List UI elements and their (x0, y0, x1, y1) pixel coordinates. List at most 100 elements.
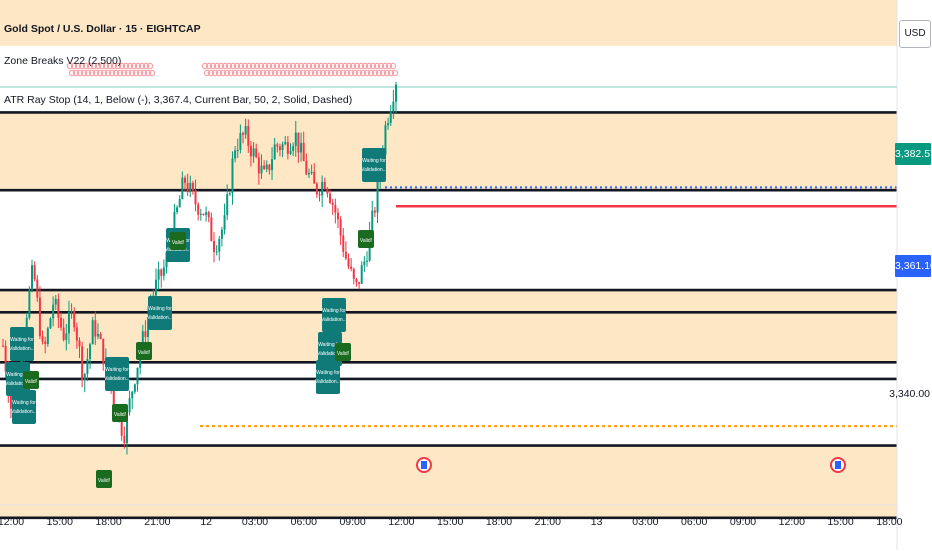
candle-body (73, 311, 76, 328)
candle-body (252, 148, 255, 157)
candle-body (310, 171, 313, 174)
waiting-validation-label: Waiting for Validation... (9, 327, 35, 361)
candle-body (307, 173, 310, 175)
candle-body (358, 281, 361, 284)
svg-text:Valid!: Valid! (114, 412, 126, 418)
candle-body (395, 84, 397, 102)
candle-body (239, 133, 242, 151)
candle-body (128, 398, 131, 413)
svg-text:Validation...: Validation... (317, 351, 343, 357)
svg-text:Waiting for: Waiting for (318, 342, 342, 348)
indicator-legend-zone-breaks[interactable]: Zone Breaks V22 (2,500) (4, 55, 122, 67)
candle-body (234, 150, 237, 159)
waiting-validation-label: Waiting for Validation... (147, 296, 173, 330)
zone-break-marker (327, 69, 335, 77)
candle-body (120, 415, 123, 436)
zone-break-marker (70, 62, 78, 70)
zone-break-marker (217, 62, 225, 70)
candle-body (2, 345, 4, 347)
zone-break-marker (207, 69, 215, 77)
zone-break-marker (80, 69, 88, 77)
zone-break-marker (289, 62, 297, 70)
zone-break-marker (347, 69, 355, 77)
time-axis-tick-label: 15:00 (47, 516, 73, 528)
zone-break-marker (68, 69, 76, 77)
zone-break-marker (311, 69, 319, 77)
candle-body (60, 317, 63, 328)
svg-text:Validation...: Validation... (321, 317, 347, 323)
zone-break-marker (229, 62, 237, 70)
candle-body (373, 210, 376, 213)
waiting-validation-label: Waiting for Validation... (321, 298, 347, 332)
candle-body (112, 389, 115, 407)
time-axis-tick-label: 21:00 (144, 516, 170, 528)
indicator-legend-atr-ray-stop[interactable]: ATR Ray Stop (14, 1, Below (-), 3,367.4,… (4, 94, 353, 106)
candle-body (44, 341, 47, 345)
zone-break-marker (369, 62, 377, 70)
economic-event-icon (830, 457, 846, 473)
candle-body (49, 318, 52, 329)
zone-break-marker (279, 69, 287, 77)
zone-break-marker (267, 69, 275, 77)
candle-body (78, 340, 81, 347)
valid-label: Valid! (170, 232, 186, 250)
zone-break-marker (92, 69, 100, 77)
svg-text:Waiting for: Waiting for (12, 400, 36, 406)
symbol-title[interactable]: Gold Spot / U.S. Dollar · 15 · EIGHTCAP (4, 23, 201, 35)
zone-break-marker (112, 69, 120, 77)
zone-break-marker (341, 62, 349, 70)
candle-body (91, 320, 94, 345)
candle-body (81, 346, 84, 381)
candle-body (160, 269, 163, 276)
candle-body (46, 328, 49, 345)
candle-body (36, 279, 39, 298)
candle-body (144, 331, 147, 337)
time-axis-tick-label: 06:00 (681, 516, 707, 528)
candle-body (273, 144, 276, 160)
candle-body (350, 266, 353, 269)
candle-body (281, 144, 284, 150)
valid-label: Valid! (335, 343, 351, 361)
zone-break-marker (291, 69, 299, 77)
waiting-validation-label: Waiting for Validation... (104, 357, 130, 391)
zone-break-marker (259, 69, 267, 77)
candle-body (352, 268, 355, 279)
zone-break-marker (130, 62, 138, 70)
candle-body (284, 142, 287, 145)
svg-text:Valid!: Valid! (172, 240, 184, 246)
candle-body (218, 238, 221, 252)
candle-body (89, 344, 92, 360)
currency-selector[interactable]: USD (899, 20, 931, 48)
candle-body (33, 265, 36, 280)
zone-break-marker (357, 62, 365, 70)
zone-break-marker (389, 62, 397, 70)
svg-text:Valid!: Valid! (360, 238, 372, 244)
svg-text:Waiting for: Waiting for (362, 158, 386, 164)
candle-body (286, 142, 289, 154)
candle-body (263, 165, 266, 170)
candle-body (244, 126, 247, 135)
time-axis-tick-label: 13 (591, 516, 603, 528)
valid-label: Valid! (23, 371, 39, 389)
zone-break-marker (325, 62, 333, 70)
time-axis-tick-label: 18:00 (95, 516, 121, 528)
time-axis-tick-label: 18:00 (876, 516, 902, 528)
zone-break-marker (102, 62, 110, 70)
candle-body (213, 241, 216, 252)
zone-break-marker (365, 62, 373, 70)
zone-band (0, 112, 897, 191)
zone-break-marker (72, 69, 80, 77)
zone-break-marker (321, 62, 329, 70)
candle-body (125, 412, 128, 444)
candle-body (387, 123, 390, 126)
candle-body (28, 289, 31, 318)
candle-body (223, 215, 226, 230)
zone-break-marker (84, 69, 92, 77)
svg-text:Waiting for: Waiting for (6, 372, 30, 378)
zone-break-marker (126, 62, 134, 70)
candle-body (371, 210, 374, 232)
zone-break-marker (285, 62, 293, 70)
